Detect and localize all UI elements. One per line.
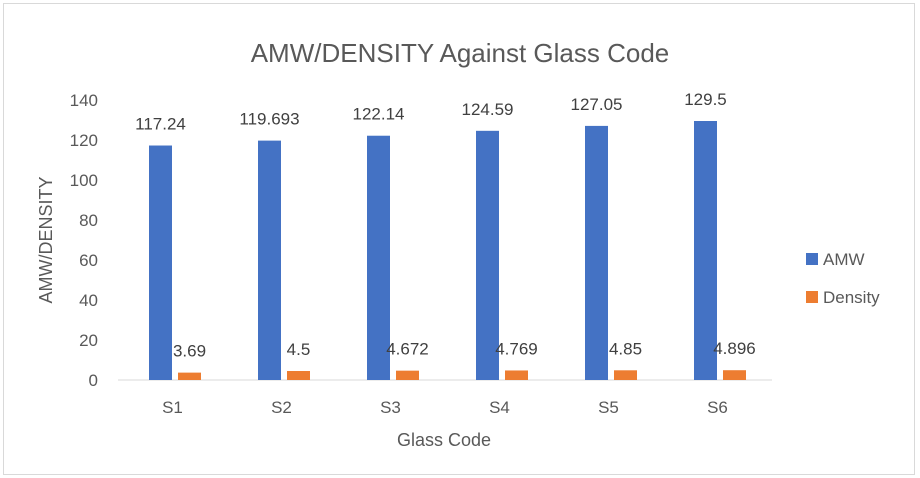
density-bar-s1 [178,372,201,380]
y-tick-label: 40 [79,291,98,310]
density-data-label-s3: 4.672 [386,340,429,359]
y-axis-title: AMW/DENSITY [36,176,56,303]
amw-legend-label: AMW [823,250,865,269]
amw-data-label-s4: 124.59 [462,100,514,119]
y-tick-label: 100 [70,171,98,190]
amw-data-label-s6: 129.5 [684,90,727,109]
density-data-label-s4: 4.769 [495,339,538,358]
density-legend-label: Density [823,288,880,307]
density-bar-s4 [505,370,528,380]
bar-series: 117.24 3.69 119.693 4.5 122.14 4.672 124.59 4.7… [135,90,756,381]
amw-bar-s6 [694,121,717,380]
x-tick-label: S4 [489,398,510,417]
y-tick-label: 140 [70,91,98,110]
amw-data-label-s2: 119.693 [239,110,299,129]
density-data-label-s5: 4.85 [609,339,642,358]
y-axis-ticks: 0 20 40 60 80 100 120 140 [70,91,98,390]
density-legend-swatch [806,291,818,303]
x-tick-label: S3 [380,398,401,417]
density-bar-s3 [396,370,419,380]
amw-data-label-s1: 117.24 [135,115,186,134]
amw-bar-s3 [367,135,390,380]
amw-bar-s1 [149,145,172,380]
amw-legend-swatch [806,253,818,265]
density-bar-s6 [723,370,746,380]
density-data-label-s2: 4.5 [287,340,311,359]
y-tick-label: 120 [70,131,98,150]
x-tick-label: S6 [707,398,728,417]
density-bar-s2 [287,371,310,380]
x-tick-label: S2 [271,398,292,417]
x-tick-label: S1 [162,398,183,417]
x-axis-title: Glass Code [397,430,491,450]
amw-bar-s4 [476,130,499,380]
amw-bar-s5 [585,125,608,381]
y-tick-label: 0 [89,371,98,390]
density-data-label-s6: 4.896 [713,339,756,358]
x-axis-tick-labels: S1 S2 S3 S4 S5 S6 [162,398,728,417]
amw-data-label-s5: 127.05 [571,95,623,114]
y-tick-label: 20 [79,331,98,350]
amw-bar-s2 [258,140,281,380]
density-data-label-s1: 3.69 [173,342,206,361]
y-tick-label: 80 [79,211,98,230]
y-tick-label: 60 [79,251,98,270]
legend: AMW Density [806,250,880,307]
x-tick-label: S5 [598,398,619,417]
chart-title: AMW/DENSITY Against Glass Code [251,38,670,68]
density-bar-s5 [614,370,637,380]
amw-data-label-s3: 122.14 [353,105,405,124]
